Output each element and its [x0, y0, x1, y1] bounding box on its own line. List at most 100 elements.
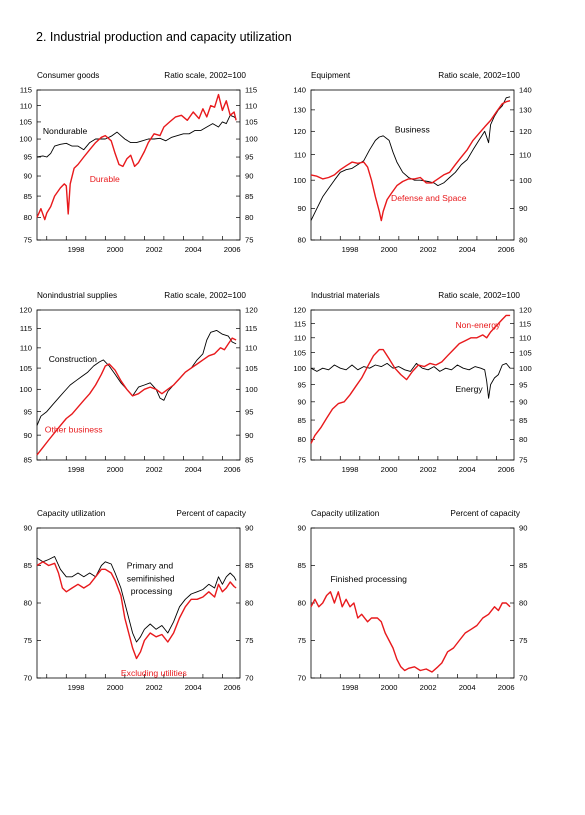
- x-tick-label: 1998: [342, 683, 359, 692]
- chart-unit-label: Percent of capacity: [176, 509, 247, 518]
- y-tick-label-left: 120: [19, 306, 32, 315]
- y-tick-label-right: 110: [245, 101, 257, 110]
- x-tick-label: 2000: [381, 683, 398, 692]
- y-tick-label-left: 85: [24, 456, 32, 465]
- series-line-energy: [310, 362, 511, 399]
- chart-unit-label: Ratio scale, 2002=100: [438, 71, 520, 80]
- x-tick-label: 2002: [146, 683, 163, 692]
- y-tick-label-left: 100: [293, 176, 306, 185]
- y-tick-label-left: 110: [20, 101, 32, 110]
- y-tick-label-left: 75: [298, 636, 306, 645]
- x-tick-label: 2004: [185, 683, 202, 692]
- series-label: Defense and Space: [391, 193, 467, 203]
- y-tick-label-right: 80: [519, 435, 527, 444]
- y-tick-label-left: 80: [298, 236, 306, 245]
- y-tick-label-right: 70: [519, 674, 527, 683]
- y-tick-label-right: 85: [245, 456, 253, 465]
- y-tick-label-left: 90: [298, 398, 306, 407]
- y-tick-label-right: 75: [245, 636, 253, 645]
- y-tick-label-left: 90: [24, 524, 32, 533]
- y-tick-label-left: 75: [298, 456, 306, 465]
- series-line-business: [310, 96, 511, 221]
- y-tick-label-left: 85: [298, 561, 306, 570]
- y-tick-label-left: 120: [293, 306, 306, 315]
- y-tick-label-left: 100: [19, 385, 32, 394]
- plot-frame: [36, 89, 241, 241]
- x-tick-label: 2004: [459, 465, 476, 474]
- y-tick-label-right: 90: [245, 431, 253, 440]
- chart-capacity-utilization-finished: Capacity utilization Percent of capacity 7…: [298, 509, 528, 692]
- series-label: Construction: [49, 354, 97, 364]
- x-tick-label: 2006: [498, 465, 515, 474]
- y-tick-label-right: 95: [245, 153, 253, 162]
- y-tick-label-left: 70: [298, 674, 306, 683]
- y-tick-label-left: 95: [298, 380, 306, 389]
- y-tick-label-right: 90: [519, 398, 527, 407]
- chart-consumer-goods: Consumer goods Ratio scale, 2002=100 75 75 8…: [19, 71, 258, 254]
- chart-title: Nonindustrial supplies: [37, 291, 117, 300]
- x-tick-label: 2000: [381, 245, 398, 254]
- y-tick-label-right: 85: [519, 561, 527, 570]
- y-tick-label-right: 120: [519, 306, 532, 315]
- series-label: Non-energy: [455, 320, 501, 330]
- x-tick-label: 2002: [146, 245, 163, 254]
- y-tick-label-right: 100: [519, 176, 532, 185]
- series-label: Primary and: [127, 561, 174, 571]
- x-tick-label: 2002: [420, 245, 437, 254]
- series-label: processing: [131, 586, 173, 596]
- chart-equipment: Equipment Ratio scale, 2002=100 80 80 90 90 10…: [293, 71, 532, 254]
- y-tick-label-right: 100: [245, 135, 258, 144]
- y-tick-label-right: 80: [519, 599, 527, 608]
- chart-unit-label: Percent of capacity: [450, 509, 521, 518]
- x-tick-label: 2000: [107, 465, 124, 474]
- y-tick-label-right: 75: [519, 456, 527, 465]
- y-tick-label-left: 105: [19, 118, 32, 127]
- y-tick-label-left: 80: [24, 599, 32, 608]
- x-tick-label: 1998: [68, 683, 85, 692]
- y-tick-label-right: 85: [245, 561, 253, 570]
- y-tick-label-left: 110: [294, 150, 306, 159]
- series-line-primary-and-semifinished-processing: [36, 556, 237, 643]
- series-label: Business: [395, 124, 430, 134]
- y-tick-label-right: 100: [519, 364, 532, 373]
- chart-unit-label: Ratio scale, 2002=100: [164, 291, 246, 300]
- y-tick-label-right: 115: [245, 324, 257, 333]
- y-tick-label-left: 90: [298, 204, 306, 213]
- y-tick-label-left: 105: [293, 348, 306, 357]
- y-tick-label-right: 95: [245, 407, 253, 416]
- chart-title: Capacity utilization: [311, 509, 380, 518]
- y-tick-label-left: 105: [19, 364, 32, 373]
- y-tick-label-right: 90: [519, 524, 527, 533]
- y-tick-label-right: 100: [245, 385, 258, 394]
- x-tick-label: 2002: [420, 683, 437, 692]
- x-tick-label: 2004: [185, 465, 202, 474]
- y-tick-label-left: 90: [24, 172, 32, 181]
- y-tick-label-left: 130: [293, 106, 306, 115]
- y-tick-label-right: 70: [245, 674, 253, 683]
- y-tick-label-left: 95: [24, 153, 32, 162]
- x-tick-label: 2006: [498, 245, 515, 254]
- x-tick-label: 2004: [459, 683, 476, 692]
- y-tick-label-right: 75: [245, 236, 253, 245]
- chart-title: Consumer goods: [37, 71, 99, 80]
- y-tick-label-left: 90: [298, 524, 306, 533]
- x-tick-label: 2000: [381, 465, 398, 474]
- page-title: 2. Industrial production and capacity ut…: [36, 30, 292, 44]
- y-tick-label-left: 110: [294, 333, 306, 342]
- series-label: semifinished: [127, 573, 175, 583]
- x-tick-label: 2000: [107, 683, 124, 692]
- y-tick-label-left: 80: [298, 435, 306, 444]
- y-tick-label-left: 85: [24, 192, 32, 201]
- x-tick-label: 2002: [420, 465, 437, 474]
- y-tick-label-right: 90: [245, 524, 253, 533]
- plot-frame: [310, 309, 515, 461]
- y-tick-label-left: 115: [20, 86, 32, 95]
- series-label: Nondurable: [43, 126, 88, 136]
- y-tick-label-right: 115: [245, 86, 257, 95]
- y-tick-label-right: 120: [245, 306, 258, 315]
- x-tick-label: 2006: [224, 245, 241, 254]
- series-label: Durable: [90, 174, 120, 184]
- y-tick-label-right: 105: [245, 364, 258, 373]
- y-tick-label-left: 115: [20, 324, 32, 333]
- series-label: Excluding utilities: [121, 668, 187, 678]
